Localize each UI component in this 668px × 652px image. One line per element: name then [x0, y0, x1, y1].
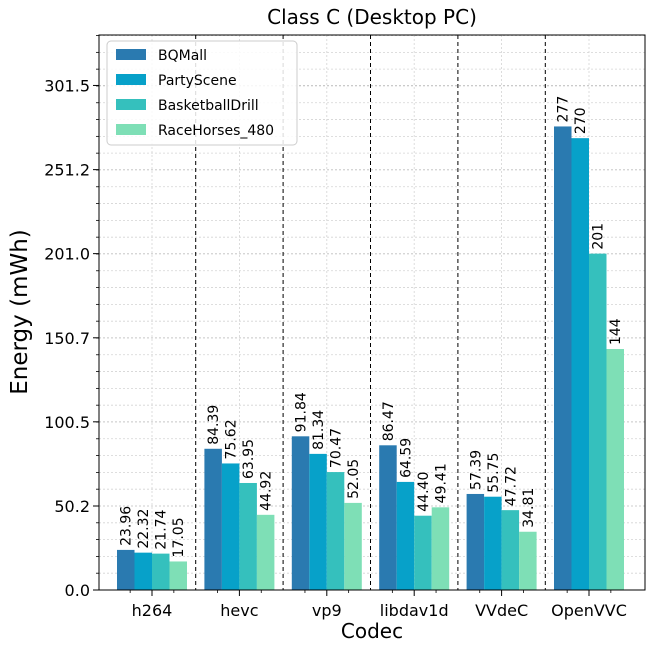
bar-value-label: 270 — [573, 107, 589, 134]
bar-value-label: 52.05 — [346, 459, 362, 499]
bar — [396, 481, 415, 590]
y-tick-label: 201.0 — [44, 245, 90, 264]
y-tick-label: 301.5 — [44, 76, 90, 95]
bar — [484, 496, 502, 590]
chart-title: Class C (Desktop PC) — [267, 5, 477, 29]
bar-value-label: 91.84 — [294, 392, 310, 432]
legend: BQMall PartyScene BasketballDrill RaceHorse… — [106, 40, 298, 146]
bar — [204, 448, 222, 590]
x-tick-label: h264 — [132, 601, 173, 620]
bar-value-label: 277 — [556, 96, 572, 123]
bar — [152, 553, 170, 590]
bar-value-label: 44.40 — [416, 472, 432, 512]
legend-entry-label: BQMall — [158, 48, 207, 64]
bar-value-label: 47.72 — [503, 466, 519, 506]
bar-value-label: 86.47 — [381, 401, 397, 441]
legend-swatch — [116, 74, 146, 85]
bar — [169, 561, 187, 590]
bar-value-label: 70.47 — [329, 428, 345, 468]
plot-frame — [98, 34, 646, 591]
bar-value-label: 57.39 — [468, 450, 484, 490]
bar-value-label: 23.96 — [119, 506, 135, 546]
bar — [554, 126, 572, 590]
legend-swatch — [116, 99, 146, 110]
bar-value-label: 22.32 — [136, 509, 152, 549]
bar-value-label: 81.34 — [311, 410, 327, 450]
y-tick-label: 0.0 — [65, 581, 90, 600]
bars — [117, 126, 624, 591]
bar — [239, 482, 257, 590]
x-tick-label: vp9 — [312, 601, 342, 620]
bar — [431, 507, 450, 590]
bar — [414, 515, 432, 590]
bar — [344, 502, 362, 590]
y-tick-label: 50.2 — [54, 497, 90, 516]
bar-value-label: 63.95 — [241, 439, 257, 479]
axis-ticks: 0.0 50.2 100.5 150.7 201.0 251.2 301.5 h264 hevc… — [44, 35, 627, 620]
bar — [221, 463, 240, 590]
bar-value-label: 84.39 — [206, 405, 222, 445]
y-tick-label: 100.5 — [44, 413, 90, 432]
bar — [589, 253, 607, 591]
legend-swatch — [116, 49, 146, 60]
x-tick-label: hevc — [220, 601, 258, 620]
bar — [571, 138, 589, 590]
legend-entry-label: PartyScene — [158, 73, 237, 89]
bar — [519, 531, 537, 590]
bar — [291, 436, 310, 590]
bar-value-label: 21.74 — [154, 509, 170, 549]
bar — [134, 552, 152, 590]
legend-entry-label: BasketballDrill — [158, 98, 259, 114]
legend-swatch — [116, 124, 146, 135]
x-tick-label: libdav1d — [380, 601, 449, 620]
bar-value-label: 201 — [591, 223, 607, 250]
y-tick-label: 150.7 — [44, 329, 90, 348]
bar-value-label: 49.41 — [433, 463, 449, 503]
bar-value-label: 34.81 — [521, 488, 537, 528]
legend-box — [106, 40, 298, 146]
y-tick-label: 251.2 — [44, 161, 90, 180]
bar-value-label: 17.05 — [171, 517, 187, 557]
bar — [466, 493, 485, 590]
x-axis-title: Codec — [341, 619, 403, 643]
bar-value-label: 64.59 — [398, 438, 414, 478]
bar — [309, 453, 327, 590]
x-tick-label: OpenVVC — [551, 601, 627, 620]
y-axis-title: Energy (mWh) — [7, 229, 33, 395]
bar-value-label: 44.92 — [259, 471, 275, 511]
bar — [379, 445, 397, 590]
bar-value-label: 75.62 — [224, 419, 240, 459]
bar — [606, 349, 624, 590]
bar-value-label: 55.75 — [486, 453, 502, 493]
bar — [256, 514, 275, 590]
bar — [117, 549, 135, 590]
bar — [326, 472, 345, 590]
legend-entry-label: RaceHorses_480 — [158, 123, 274, 139]
x-tick-label: VVdeC — [475, 601, 528, 620]
bar-value-labels: 23.96 22.32 21.74 17.05 84.39 75.62 63.9544.92… — [119, 96, 625, 558]
bar-value-label: 144 — [608, 318, 624, 345]
bar — [501, 510, 520, 590]
